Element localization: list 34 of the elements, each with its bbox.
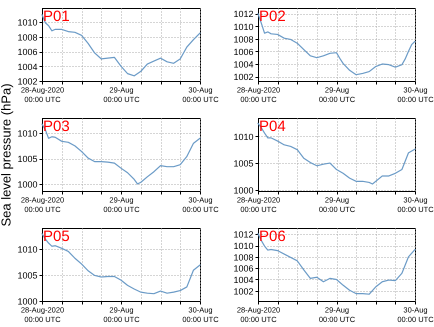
y-tick-label: 1004 <box>233 274 254 285</box>
y-tick-label: 1010 <box>17 18 38 28</box>
y-tick-label: 1010 <box>233 241 254 252</box>
y-axis-title: Sea level pressure (hPa) <box>0 83 14 227</box>
y-tick-label: 1010 <box>233 132 254 142</box>
y-tick-label: 1004 <box>17 62 38 72</box>
y-tick-label: 1000 <box>17 296 38 306</box>
y-tick-label: 1005 <box>17 270 38 280</box>
annotation: P01 <box>43 8 70 25</box>
annotation: P04 <box>259 118 286 135</box>
y-tick-label: 1010 <box>17 244 38 254</box>
y-tick-label: 1008 <box>233 252 254 262</box>
y-tick-label: 1006 <box>233 46 254 57</box>
y-tick-label: 1006 <box>17 47 38 58</box>
annotation: P02 <box>259 8 286 25</box>
y-tick-label: 1000 <box>233 185 254 196</box>
y-tick-label: 1005 <box>233 158 254 169</box>
annotation: P03 <box>43 118 70 135</box>
annotation: P06 <box>259 228 286 245</box>
y-tick-label: 1002 <box>17 76 38 86</box>
y-tick-label: 1006 <box>233 264 254 274</box>
line-series <box>257 122 416 185</box>
y-tick-label: 1010 <box>17 128 38 139</box>
y-tick-label: 1002 <box>233 286 254 296</box>
y-tick-label: 1012 <box>233 9 254 20</box>
y-tick-label: 1005 <box>17 154 38 164</box>
y-tick-label: 1008 <box>17 32 38 42</box>
y-tick-label: 1010 <box>233 22 254 32</box>
y-tick-label: 1002 <box>233 72 254 82</box>
annotation: P05 <box>43 228 70 245</box>
y-tick-label: 1012 <box>233 230 254 240</box>
y-tick-label: 1000 <box>17 179 38 190</box>
y-tick-label: 1004 <box>233 60 254 70</box>
y-tick-label: 1008 <box>233 34 254 44</box>
